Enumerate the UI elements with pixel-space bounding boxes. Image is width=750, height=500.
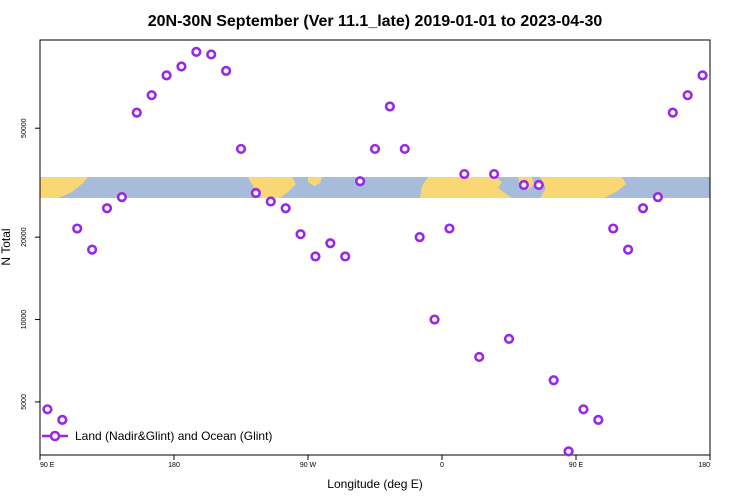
data-point <box>310 251 321 262</box>
x-axis-label: Longitude (deg E) <box>327 477 422 491</box>
y-tick-label: 10000 <box>21 310 28 330</box>
data-point <box>235 143 247 155</box>
y-axis-label: N Total <box>0 228 13 265</box>
data-point <box>384 101 395 112</box>
background-map-strip <box>40 177 710 198</box>
data-point <box>221 65 232 76</box>
map-land-florida <box>308 177 322 186</box>
data-point <box>265 196 276 207</box>
data-point <box>295 229 306 240</box>
data-point <box>355 176 366 187</box>
data-point <box>42 404 53 415</box>
x-axis: 90 E 180 90 W 0 90 E 180 <box>39 455 711 469</box>
data-point <box>369 143 381 155</box>
data-point <box>652 192 663 203</box>
data-point <box>637 203 649 214</box>
data-point <box>399 143 410 155</box>
data-point <box>57 414 68 425</box>
map-land-asia-east <box>540 177 626 198</box>
x-tick-label: 180 <box>168 462 180 469</box>
legend-marker <box>49 430 61 442</box>
data-point <box>176 61 187 72</box>
data-point <box>667 107 678 118</box>
data-point <box>414 232 425 243</box>
data-point <box>87 244 98 255</box>
data-point <box>146 90 157 101</box>
data-point <box>116 192 127 203</box>
y-tick-label: 20000 <box>21 227 28 247</box>
data-point <box>206 49 217 60</box>
x-tick-label: 180 <box>698 462 710 469</box>
x-tick-label: 0 <box>440 462 444 469</box>
data-point <box>131 107 142 118</box>
y-axis: 5000 10000 20000 50000 <box>21 118 40 410</box>
data-point <box>191 46 202 57</box>
data-point <box>503 333 515 344</box>
legend: Land (Nadir&Glint) and Ocean (Glint) <box>42 429 272 443</box>
data-point <box>623 244 634 255</box>
data-point <box>608 223 619 234</box>
data-point <box>593 414 604 425</box>
data-point <box>161 70 172 81</box>
data-point <box>578 404 589 415</box>
legend-label: Land (Nadir&Glint) and Ocean (Glint) <box>75 429 272 443</box>
data-point <box>489 168 500 180</box>
data-point <box>682 90 693 101</box>
data-point <box>563 446 574 457</box>
y-tick-label: 5000 <box>21 394 28 410</box>
x-tick-label: 90 E <box>569 462 584 469</box>
data-point <box>697 70 708 81</box>
y-tick-label: 50000 <box>21 118 28 138</box>
data-point <box>548 375 559 386</box>
x-tick-label: 90 W <box>300 462 317 469</box>
data-point <box>325 238 336 249</box>
data-point <box>533 179 544 191</box>
plot-frame <box>39 39 711 456</box>
x-tick-label: 90 E <box>40 462 55 469</box>
data-point <box>280 203 291 214</box>
data-points <box>42 46 708 457</box>
data-point <box>250 187 261 199</box>
data-point <box>340 251 351 262</box>
map-land-asia-west <box>40 177 88 198</box>
data-point <box>444 223 455 234</box>
data-point <box>72 223 83 234</box>
data-point <box>459 168 470 180</box>
chart-title: 20N-30N September (Ver 11.1_late) 2019-0… <box>148 13 603 30</box>
data-point <box>474 351 485 363</box>
map-land-africa <box>420 177 512 198</box>
data-point <box>429 314 440 325</box>
data-point <box>518 179 529 191</box>
data-point <box>101 203 113 214</box>
